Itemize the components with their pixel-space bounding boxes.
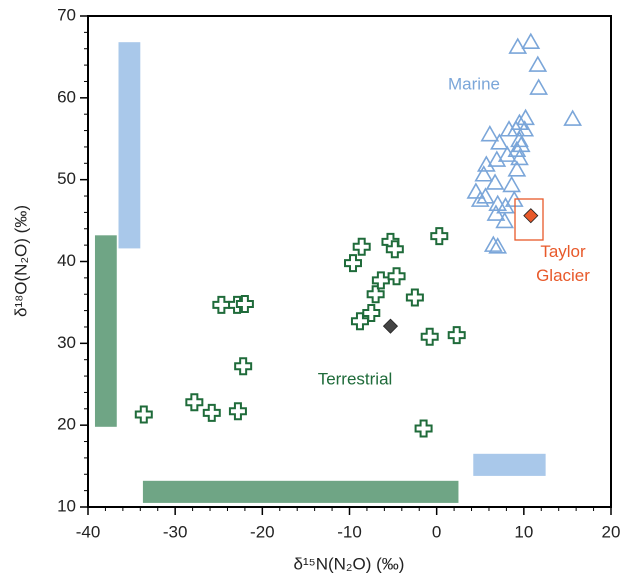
triangle-marker <box>474 165 494 182</box>
cross-marker <box>387 267 406 286</box>
triangle-marker <box>486 204 506 221</box>
annotation: Taylor Glacier <box>536 242 590 285</box>
triangle-marker <box>515 120 535 137</box>
triangle-marker <box>510 148 529 166</box>
cross-marker <box>385 240 404 259</box>
cross-marker <box>362 304 381 323</box>
range-box <box>142 480 459 503</box>
triangle-marker <box>511 135 531 153</box>
x-tick-label: -10 <box>337 522 362 541</box>
y-tick-label: 10 <box>57 496 76 515</box>
triangle-marker <box>502 175 522 193</box>
triangle-marker <box>497 145 517 162</box>
cross-marker <box>234 357 253 376</box>
x-tick-label: -30 <box>163 522 188 541</box>
y-axis-label: δ¹⁸O(N₂O) (‰) <box>11 205 30 317</box>
y-tick-label: 60 <box>57 87 76 106</box>
diamond-marker <box>523 208 539 224</box>
x-tick-label: 10 <box>514 522 533 541</box>
cross-marker <box>228 402 247 421</box>
plot-frame <box>87 15 612 508</box>
triangle-marker <box>529 78 549 95</box>
x-axis-label: δ¹⁵N(N₂O) (‰) <box>294 554 405 573</box>
y-tick-label: 30 <box>57 333 76 352</box>
x-tick-label: -20 <box>250 522 275 541</box>
annotation: Terrestrial <box>318 369 393 388</box>
x-tick-label: 20 <box>602 522 621 541</box>
triangle-marker <box>495 211 515 229</box>
y-tick-label: 20 <box>57 415 76 434</box>
cross-marker <box>352 237 371 256</box>
triangle-marker <box>499 120 519 137</box>
cross-marker <box>134 405 153 424</box>
triangle-marker <box>480 125 500 142</box>
cross-marker <box>430 227 449 246</box>
cross-marker <box>350 312 369 331</box>
cross-marker <box>420 327 439 346</box>
highlight-box <box>514 198 544 241</box>
x-tick-label: 0 <box>432 522 441 541</box>
cross-marker <box>366 285 385 304</box>
cross-marker <box>447 326 466 345</box>
y-tick-label: 50 <box>57 169 76 188</box>
cross-marker <box>343 254 362 273</box>
x-tick-label: -40 <box>76 522 101 541</box>
triangle-marker <box>507 160 527 177</box>
range-box <box>118 42 141 249</box>
y-tick-label: 40 <box>57 251 76 270</box>
range-box <box>94 235 117 427</box>
annotation-box: Taylor Glacier <box>536 242 590 285</box>
triangle-marker <box>563 109 583 126</box>
triangle-marker <box>485 173 505 190</box>
cross-marker <box>185 393 204 412</box>
range-box <box>473 453 546 476</box>
triangle-marker <box>521 32 541 49</box>
annotation: Marine <box>448 74 500 93</box>
triangle-marker <box>490 133 509 150</box>
triangle-marker <box>487 150 507 167</box>
triangle-marker <box>488 237 508 254</box>
triangle-marker <box>528 55 548 72</box>
cross-marker <box>414 419 433 438</box>
cross-marker <box>235 295 254 314</box>
cross-marker <box>405 288 424 307</box>
cross-marker <box>212 295 231 314</box>
y-tick-label: 70 <box>57 5 76 24</box>
diamond-marker <box>382 318 399 334</box>
triangle-marker <box>508 37 528 54</box>
cross-marker <box>202 403 221 422</box>
cross-marker <box>371 271 390 290</box>
triangle-marker <box>470 190 490 207</box>
triangle-marker <box>483 235 503 252</box>
triangle-marker <box>466 182 486 199</box>
